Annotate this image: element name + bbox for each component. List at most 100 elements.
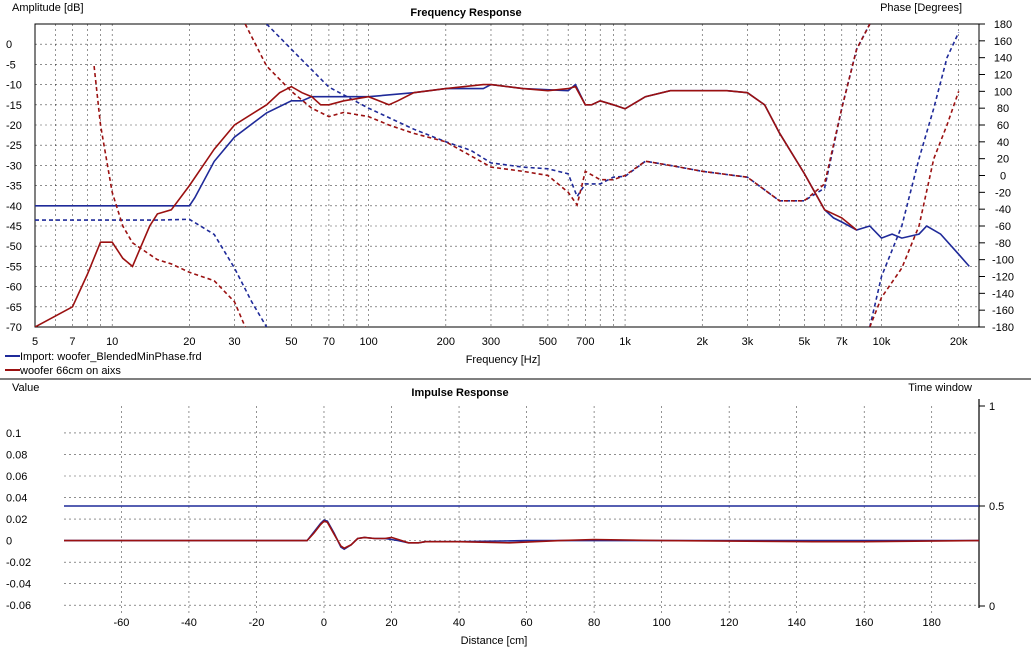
fr-y2tick-label: 160: [994, 36, 1012, 48]
ir-y2tick-label: 0: [989, 601, 995, 613]
ir-series-line-1: [64, 519, 979, 551]
fr-xtick-label: 10: [106, 336, 118, 348]
fr-ytick-label: -70: [6, 322, 22, 334]
fr-ytick-label: -65: [6, 302, 22, 314]
fr-phase-line-2: [93, 66, 246, 327]
fr-y2tick-label: 120: [994, 70, 1012, 82]
fr-xtick-label: 200: [437, 336, 455, 348]
fr-xtick-label: 70: [323, 336, 335, 348]
fr-ytick-label: -50: [6, 241, 22, 253]
fr-ytick-label: -30: [6, 160, 22, 172]
fr-y2tick-label: 0: [1000, 171, 1006, 183]
fr-ytick-label: -10: [6, 80, 22, 92]
fr-xtick-label: 20k: [950, 336, 968, 348]
fr-y2tick-label: -180: [992, 322, 1014, 334]
ir-title: Impulse Response: [411, 387, 508, 399]
fr-phase-line-1: [35, 218, 268, 327]
ir-ytick-label: -0.06: [6, 600, 31, 612]
fr-xtick-label: 700: [576, 336, 594, 348]
ir-xlabel: Distance [cm]: [461, 635, 528, 647]
ir-xtick-label: 80: [588, 617, 600, 629]
fr-y2tick-label: 20: [997, 154, 1009, 166]
fr-xtick-label: 3k: [742, 336, 754, 348]
fr-xtick-label: 500: [539, 336, 557, 348]
fr-y2tick-label: 140: [994, 53, 1012, 65]
fr-ytick-label: -25: [6, 140, 22, 152]
fr-xtick-label: 7k: [836, 336, 848, 348]
ir-ytick-label: 0.02: [6, 514, 27, 526]
fr-xtick-label: 7: [69, 336, 75, 348]
fr-xtick-label: 100: [359, 336, 377, 348]
fr-y2tick-label: -80: [995, 238, 1011, 250]
fr-ytick-label: -45: [6, 221, 22, 233]
fr-xtick-label: 50: [285, 336, 297, 348]
fr-ytick-label: -20: [6, 120, 22, 132]
legend-label-2: woofer 66cm on aixs: [19, 365, 121, 377]
ir-y2label: Time window: [908, 382, 972, 394]
ir-ytick-label: -0.02: [6, 557, 31, 569]
fr-y2label: Phase [Degrees]: [880, 2, 962, 14]
fr-phase-line-1: [869, 32, 960, 327]
ir-ylabel: Value: [12, 382, 39, 394]
fr-xtick-label: 1k: [619, 336, 631, 348]
ir-xtick-label: 160: [855, 617, 873, 629]
fr-y2tick-label: 80: [997, 103, 1009, 115]
fr-y2tick-label: 40: [997, 137, 1009, 149]
ir-xtick-label: 100: [652, 617, 670, 629]
fr-magnitude-line-2: [35, 83, 858, 327]
fr-y2tick-label: 180: [994, 19, 1012, 31]
fr-phase-line-2: [244, 24, 871, 207]
fr-xtick-label: 2k: [696, 336, 708, 348]
ir-ytick-label: 0.1: [6, 428, 21, 440]
ir-xtick-label: 120: [720, 617, 738, 629]
fr-xtick-label: 10k: [873, 336, 891, 348]
fr-y2tick-label: -120: [992, 272, 1014, 284]
ir-ytick-label: 0.06: [6, 471, 27, 483]
fr-ytick-label: 0: [6, 39, 12, 51]
ir-ytick-label: -0.04: [6, 579, 31, 591]
ir-xtick-label: 140: [787, 617, 805, 629]
fr-ytick-label: -55: [6, 261, 22, 273]
fr-y2tick-label: -60: [995, 221, 1011, 233]
fr-title: Frequency Response: [410, 7, 521, 19]
fr-magnitude-line-1: [35, 83, 970, 267]
fr-ytick-label: -60: [6, 282, 22, 294]
ir-y2tick-label: 1: [989, 401, 995, 413]
ir-xtick-label: 180: [923, 617, 941, 629]
fr-y2tick-label: -140: [992, 288, 1014, 300]
fr-plot-frame: [34, 23, 980, 328]
fr-xtick-label: 300: [482, 336, 500, 348]
fr-ytick-label: -5: [6, 59, 16, 71]
fr-y2tick-label: -20: [995, 187, 1011, 199]
ir-y2tick-label: 0.5: [989, 501, 1004, 513]
ir-xtick-label: -60: [113, 617, 129, 629]
fr-xtick-label: 5: [32, 336, 38, 348]
ir-xtick-label: -40: [181, 617, 197, 629]
fr-ytick-label: -15: [6, 100, 22, 112]
fr-y2tick-label: 100: [994, 86, 1012, 98]
ir-ytick-label: 0.08: [6, 449, 27, 461]
fr-xtick-label: 5k: [798, 336, 810, 348]
fr-xtick-label: 30: [228, 336, 240, 348]
fr-ytick-label: -35: [6, 181, 22, 193]
fr-y2tick-label: -40: [995, 204, 1011, 216]
ir-xtick-label: 40: [453, 617, 465, 629]
fr-xtick-label: 20: [183, 336, 195, 348]
ir-ytick-label: 0.04: [6, 493, 27, 505]
ir-xtick-label: -20: [249, 617, 265, 629]
fr-ylabel: Amplitude [dB]: [12, 2, 84, 14]
fr-y2tick-label: -160: [992, 305, 1014, 317]
fr-ytick-label: -40: [6, 201, 22, 213]
ir-series-line-2: [64, 520, 979, 550]
ir-xtick-label: 0: [321, 617, 327, 629]
fr-y2tick-label: -100: [992, 255, 1014, 267]
legend-label-1: Import: woofer_BlendedMinPhase.frd: [20, 351, 202, 363]
fr-xlabel: Frequency [Hz]: [466, 354, 541, 366]
ir-ytick-label: 0: [6, 536, 12, 548]
fr-phase-line-2: [869, 91, 960, 327]
ir-xtick-label: 20: [385, 617, 397, 629]
fr-y2tick-label: 60: [997, 120, 1009, 132]
ir-xtick-label: 60: [520, 617, 532, 629]
